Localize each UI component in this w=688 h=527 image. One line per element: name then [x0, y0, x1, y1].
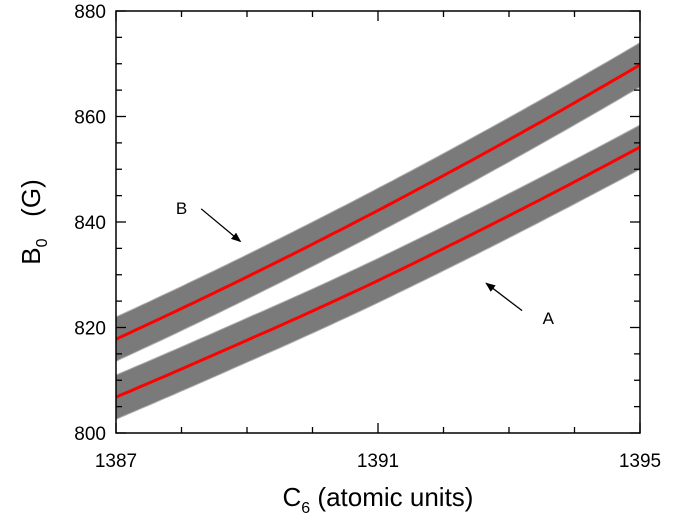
y-tick-label: 880 — [74, 2, 106, 23]
y-tick-label: 840 — [74, 213, 106, 234]
uncertainty-band-a — [116, 124, 640, 420]
uncertainty-band-b — [116, 42, 640, 362]
annotation-arrow-b — [200, 208, 242, 243]
axis-ticks — [115, 10, 641, 434]
annotation-label-a: A — [543, 309, 555, 328]
series-lines — [116, 63, 640, 399]
y-tick-label: 860 — [74, 108, 106, 129]
y-axis-title: B0 (G) — [16, 179, 51, 264]
x-tick-label: 1391 — [357, 451, 399, 472]
uncertainty-bands — [116, 42, 640, 420]
tick-labels: 1387 1391 1395 800 820 840 860 880 — [74, 2, 661, 472]
series-line-b — [116, 63, 640, 341]
x-axis-title: C6 (atomic units) — [283, 482, 474, 517]
y-tick-label: 820 — [74, 319, 106, 340]
annotations: BA — [176, 199, 555, 328]
x-tick-label: 1395 — [619, 451, 661, 472]
series-line-a — [116, 145, 640, 399]
annotation-arrow-a — [485, 282, 523, 312]
y-tick-label: 800 — [74, 424, 106, 445]
annotation-label-b: B — [176, 199, 187, 218]
x-tick-label: 1387 — [95, 451, 137, 472]
